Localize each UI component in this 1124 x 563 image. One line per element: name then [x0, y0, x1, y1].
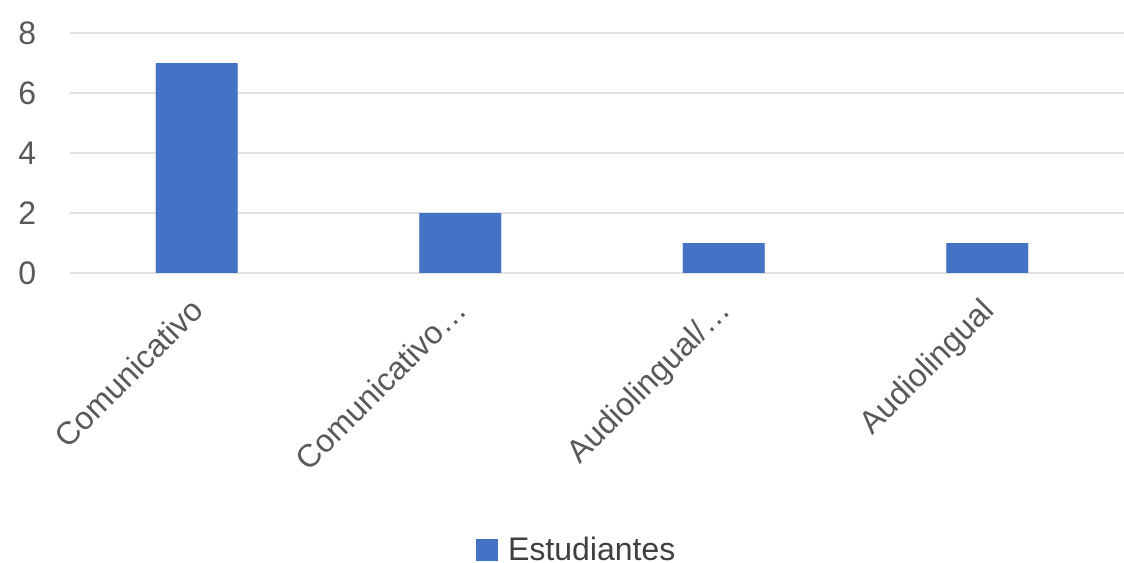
legend: Estudiantes: [476, 531, 675, 563]
bar-2: [419, 213, 502, 273]
y-axis-ticks: 0 2 4 6 8: [18, 15, 36, 291]
x-axis-categories: Comunicativo Comunicativo… Audiolingual/… A…: [47, 291, 1000, 476]
x-category-label: Audiolingual: [851, 291, 1000, 440]
x-category-label: Comunicativo…: [288, 291, 473, 476]
y-tick-label: 6: [18, 75, 36, 111]
x-category-label: Audiolingual/…: [559, 291, 737, 469]
y-tick-label: 0: [18, 255, 36, 291]
y-tick-label: 2: [18, 195, 36, 231]
x-category-label: Comunicativo: [47, 291, 210, 454]
y-tick-label: 8: [18, 15, 36, 51]
bar-4: [946, 243, 1029, 273]
legend-swatch-estudiantes: [476, 539, 498, 561]
bars: [155, 63, 1029, 273]
bar-3: [682, 243, 765, 273]
bar-1: [155, 63, 238, 273]
y-tick-label: 4: [18, 135, 36, 171]
legend-label-estudiantes: Estudiantes: [508, 531, 675, 563]
